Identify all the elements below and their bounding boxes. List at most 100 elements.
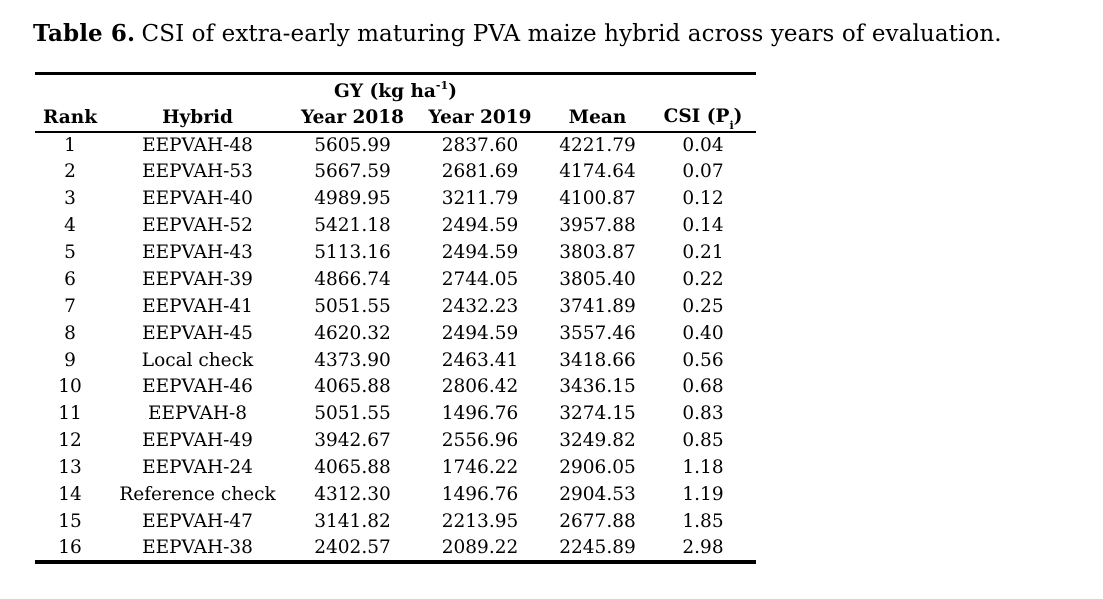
table-row: 1 EEPVAH-48 5605.99 2837.60 4221.79 0.04 (35, 132, 756, 159)
cell-hybrid: EEPVAH-8 (147, 403, 248, 425)
cell-mean: 2904.53 (559, 484, 636, 506)
col-csi-main: CSI (P (663, 105, 730, 127)
cell-rank: 10 (58, 376, 82, 398)
cell-year-2018: 5113.16 (314, 242, 391, 263)
col-csi: CSI (Pi) (650, 104, 757, 133)
cell-year-2019: 3211.79 (441, 188, 519, 210)
cell-year-2019: 2432.23 (441, 295, 519, 317)
cell-hybrid: EEPVAH-48 (142, 134, 253, 156)
cell-csi: 0.56 (682, 349, 724, 371)
cell-rank: 16 (58, 536, 82, 558)
cell-mean: 3249.82 (559, 430, 636, 452)
table-row: 3 EEPVAH-40 4989.95 3211.79 4100.87 0.12 (35, 185, 756, 212)
table-row: 5 EEPVAH-43 5113.16 2494.59 3803.87 0.21 (35, 239, 756, 266)
col-csi-close: ) (733, 105, 743, 127)
group-header-close: ) (448, 80, 457, 102)
cell-year-2018: 4620.32 (314, 322, 391, 344)
cell-mean: 2245.89 (559, 536, 636, 558)
table-row: 2 EEPVAH-53 5667.59 2681.69 4174.64 0.07 (35, 158, 756, 185)
cell-hybrid: EEPVAH-53 (142, 161, 253, 183)
cell-year-2018: 2402.57 (314, 536, 391, 558)
cell-year-2018: 4065.88 (314, 376, 391, 398)
table-row: 16 EEPVAH-38 2402.57 2089.22 2245.89 2.98 (35, 535, 756, 562)
cell-mean: 3436.15 (559, 376, 636, 398)
group-header-row: GY (kg ha-1) (35, 74, 756, 105)
cell-csi: 1.18 (682, 457, 724, 479)
cell-mean: 3805.40 (559, 268, 636, 290)
cell-rank: 14 (58, 484, 82, 506)
cell-year-2018: 5051.55 (314, 295, 391, 317)
cell-rank: 3 (64, 188, 76, 210)
cell-mean: 3957.88 (559, 215, 636, 237)
cell-csi: 0.12 (682, 188, 724, 210)
cell-csi: 0.22 (682, 268, 724, 290)
cell-year-2019: 1496.76 (441, 484, 519, 506)
cell-hybrid: EEPVAH-41 (142, 295, 253, 317)
cell-rank: 9 (64, 349, 76, 371)
cell-rank: 7 (64, 295, 76, 317)
table-caption-text: CSI of extra-early maturing PVA maize hy… (141, 21, 1002, 47)
cell-rank: 11 (58, 403, 82, 425)
cell-year-2019: 2463.41 (441, 349, 519, 371)
cell-rank: 1 (64, 134, 76, 156)
cell-year-2018: 5421.18 (314, 215, 391, 237)
group-header-gy: GY (kg ha-1) (35, 74, 756, 105)
cell-csi: 0.85 (682, 430, 724, 452)
cell-mean: 3274.15 (559, 403, 636, 425)
col-mean: Mean (545, 104, 650, 133)
table-row: 10 EEPVAH-46 4065.88 2806.42 3436.15 0.68 (35, 374, 756, 401)
cell-hybrid: EEPVAH-52 (142, 215, 253, 237)
table-caption: Table 6. CSI of extra-early maturing PVA … (33, 20, 1002, 47)
cell-year-2018: 4866.74 (314, 268, 391, 290)
group-header-superscript: -1 (435, 78, 449, 92)
cell-csi: 0.04 (682, 134, 724, 156)
cell-mean: 3418.66 (559, 349, 636, 371)
cell-year-2019: 2494.59 (441, 242, 519, 263)
table-row: 7 EEPVAH-41 5051.55 2432.23 3741.89 0.25 (35, 293, 756, 320)
cell-year-2018: 3141.82 (314, 510, 391, 532)
cell-csi: 2.98 (682, 536, 724, 558)
cell-rank: 6 (64, 268, 76, 290)
col-csi-subscript: i (729, 119, 734, 133)
cell-csi: 0.40 (682, 322, 724, 344)
cell-year-2019: 1496.76 (441, 403, 519, 425)
cell-mean: 3803.87 (559, 242, 636, 263)
cell-hybrid: EEPVAH-43 (142, 242, 253, 263)
table-row: 9 Local check 4373.90 2463.41 3418.66 0.56 (35, 347, 756, 374)
cell-rank: 5 (64, 242, 76, 263)
cell-csi: 0.68 (682, 376, 724, 398)
cell-hybrid: EEPVAH-38 (142, 536, 253, 558)
cell-mean: 3557.46 (559, 322, 636, 344)
table-row: 6 EEPVAH-39 4866.74 2744.05 3805.40 0.22 (35, 266, 756, 293)
cell-mean: 3741.89 (559, 295, 636, 317)
cell-hybrid: EEPVAH-39 (142, 268, 253, 290)
cell-hybrid: EEPVAH-49 (142, 430, 253, 452)
col-hybrid: Hybrid (105, 104, 290, 133)
cell-hybrid: EEPVAH-24 (142, 457, 253, 479)
cell-csi: 0.25 (682, 295, 724, 317)
cell-year-2018: 4065.88 (314, 457, 391, 479)
cell-csi: 0.83 (682, 403, 724, 425)
cell-csi: 0.21 (682, 242, 724, 263)
cell-year-2019: 2213.95 (441, 510, 519, 532)
cell-hybrid: Local check (141, 349, 254, 371)
cell-mean: 2906.05 (559, 457, 636, 479)
cell-csi: 0.14 (682, 215, 724, 237)
cell-year-2018: 3942.67 (314, 430, 391, 452)
cell-year-2019: 2744.05 (441, 268, 519, 290)
csi-table: GY (kg ha-1) Rank Hybrid Year 2018 Year … (35, 72, 757, 564)
table-row: 12 EEPVAH-49 3942.67 2556.96 3249.82 0.85 (35, 427, 756, 454)
cell-rank: 8 (64, 322, 76, 344)
table-row: 13 EEPVAH-24 4065.88 1746.22 2906.05 1.18 (35, 454, 756, 481)
cell-hybrid: EEPVAH-46 (142, 376, 253, 398)
cell-rank: 15 (58, 510, 82, 532)
cell-year-2019: 2681.69 (441, 161, 519, 183)
table-row: 15 EEPVAH-47 3141.82 2213.95 2677.88 1.85 (35, 508, 756, 535)
cell-csi: 0.07 (682, 161, 724, 183)
cell-year-2019: 2089.22 (441, 536, 519, 558)
cell-year-2018: 4989.95 (314, 188, 391, 210)
cell-rank: 2 (64, 161, 76, 183)
cell-year-2019: 2837.60 (441, 134, 519, 156)
table-row: 14 Reference check 4312.30 1496.76 2904.53 1.… (35, 481, 756, 508)
